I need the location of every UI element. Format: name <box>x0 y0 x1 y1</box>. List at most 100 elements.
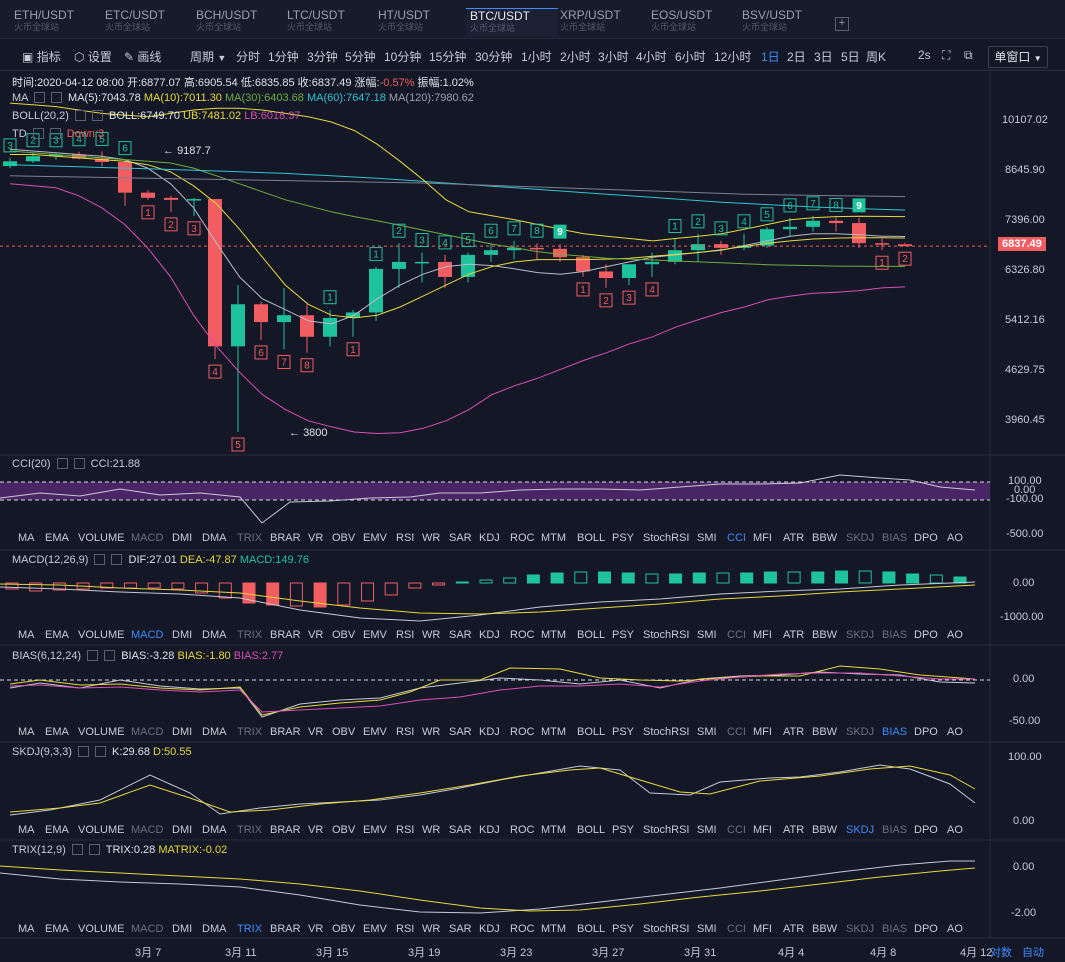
indicator-tab-wr[interactable]: WR <box>422 824 441 836</box>
indicator-tab-dmi[interactable]: DMI <box>172 824 193 836</box>
auto-scale-toggle[interactable]: 自动 <box>1022 947 1044 959</box>
indicator-tab-wr[interactable]: WR <box>422 629 441 641</box>
indicator-tab-volume[interactable]: VOLUME <box>78 824 125 836</box>
close-icon[interactable] <box>50 92 62 103</box>
period-12h[interactable]: 12小时 <box>714 50 752 64</box>
indicator-tab-roc[interactable]: ROC <box>510 726 535 738</box>
indicator-tab-ma[interactable]: MA <box>18 532 35 544</box>
indicator-tab-psy[interactable]: PSY <box>612 532 635 544</box>
indicator-tab-dmi[interactable]: DMI <box>172 726 193 738</box>
fullscreen-icon[interactable]: ⛶ <box>942 48 951 62</box>
indicator-tab-atr[interactable]: ATR <box>783 923 805 935</box>
indicator-tab-mtm[interactable]: MTM <box>541 532 567 544</box>
indicator-tab-roc[interactable]: ROC <box>510 824 535 836</box>
indicator-tab-roc[interactable]: ROC <box>510 532 535 544</box>
indicator-tab-mtm[interactable]: MTM <box>541 629 567 641</box>
period-5min[interactable]: 5分钟 <box>345 50 376 64</box>
indicator-tab-dmi[interactable]: DMI <box>172 532 193 544</box>
indicator-tab-skdj[interactable]: SKDJ <box>846 824 875 836</box>
indicator-tab-trix[interactable]: TRIX <box>237 923 263 935</box>
indicator-tab-stochrsi[interactable]: StochRSI <box>643 824 690 836</box>
indicator-tab-mtm[interactable]: MTM <box>541 824 567 836</box>
indicator-tab-wr[interactable]: WR <box>422 532 441 544</box>
tab-ltc[interactable]: LTC/USDT 火币全球站 <box>287 8 345 32</box>
indicator-tab-macd[interactable]: MACD <box>131 824 164 836</box>
indicator-tab-kdj[interactable]: KDJ <box>479 923 500 935</box>
indicator-tab-cci[interactable]: CCI <box>727 532 746 544</box>
indicator-tab-obv[interactable]: OBV <box>332 726 356 738</box>
indicator-tab-obv[interactable]: OBV <box>332 629 356 641</box>
period-30min[interactable]: 30分钟 <box>475 50 513 64</box>
indicator-tab-macd[interactable]: MACD <box>131 923 164 935</box>
indicator-tab-dmi[interactable]: DMI <box>172 629 193 641</box>
indicator-tab-cci[interactable]: CCI <box>727 923 746 935</box>
indicator-tab-dpo[interactable]: DPO <box>914 629 938 641</box>
refresh-interval[interactable]: 2s <box>918 48 931 62</box>
indicator-tab-rsi[interactable]: RSI <box>396 629 415 641</box>
indicator-tab-dpo[interactable]: DPO <box>914 923 938 935</box>
period-week[interactable]: 周K <box>866 50 887 64</box>
indicator-tab-stochrsi[interactable]: StochRSI <box>643 923 690 935</box>
indicator-tab-vr[interactable]: VR <box>308 923 324 935</box>
settings-icon[interactable] <box>94 554 106 565</box>
indicator-tab-cci[interactable]: CCI <box>727 629 746 641</box>
period-6h[interactable]: 6小时 <box>675 50 706 64</box>
indicator-tab-mfi[interactable]: MFI <box>753 824 772 836</box>
settings-icon[interactable] <box>32 128 44 139</box>
indicator-tab-emv[interactable]: EMV <box>363 532 387 544</box>
indicator-tab-stochrsi[interactable]: StochRSI <box>643 629 690 641</box>
period-1min[interactable]: 1分钟 <box>268 50 299 64</box>
indicator-tab-trix[interactable]: TRIX <box>237 532 263 544</box>
indicator-tab-wr[interactable]: WR <box>422 923 441 935</box>
indicator-tab-ma[interactable]: MA <box>18 923 35 935</box>
indicator-tab-smi[interactable]: SMI <box>697 726 717 738</box>
indicator-tab-smi[interactable]: SMI <box>697 629 717 641</box>
period-5d[interactable]: 5日 <box>841 50 860 64</box>
indicator-tab-sar[interactable]: SAR <box>449 923 472 935</box>
indicator-tab-macd[interactable]: MACD <box>131 726 164 738</box>
indicator-tab-stochrsi[interactable]: StochRSI <box>643 532 690 544</box>
indicator-tab-kdj[interactable]: KDJ <box>479 726 500 738</box>
period-3h[interactable]: 3小时 <box>598 50 629 64</box>
period-3min[interactable]: 3分钟 <box>307 50 338 64</box>
tab-xrp[interactable]: XRP/USDT 火币全球站 <box>560 8 621 32</box>
indicator-tab-trix[interactable]: TRIX <box>237 726 263 738</box>
indicator-tab-dpo[interactable]: DPO <box>914 532 938 544</box>
indicator-tab-mfi[interactable]: MFI <box>753 923 772 935</box>
indicator-tab-sar[interactable]: SAR <box>449 726 472 738</box>
indicator-tab-dpo[interactable]: DPO <box>914 824 938 836</box>
close-icon[interactable] <box>104 650 116 661</box>
indicator-tab-psy[interactable]: PSY <box>612 824 635 836</box>
log-scale-toggle[interactable]: 对数 <box>990 947 1012 959</box>
indicator-tab-brar[interactable]: BRAR <box>270 824 301 836</box>
indicator-tab-vr[interactable]: VR <box>308 532 324 544</box>
indicator-tab-brar[interactable]: BRAR <box>270 629 301 641</box>
indicator-tab-bias[interactable]: BIAS <box>882 824 908 836</box>
close-icon[interactable] <box>111 554 123 565</box>
period-4h[interactable]: 4小时 <box>636 50 667 64</box>
indicator-tab-smi[interactable]: SMI <box>697 532 717 544</box>
close-icon[interactable] <box>49 128 61 139</box>
indicator-tab-mtm[interactable]: MTM <box>541 726 567 738</box>
indicator-tab-boll[interactable]: BOLL <box>577 923 606 935</box>
indicator-tab-rsi[interactable]: RSI <box>396 532 415 544</box>
indicator-tab-bbw[interactable]: BBW <box>812 923 838 935</box>
indicator-tab-mfi[interactable]: MFI <box>753 726 772 738</box>
tab-ht[interactable]: HT/USDT 火币全球站 <box>378 8 430 32</box>
indicator-tab-macd[interactable]: MACD <box>131 532 164 544</box>
indicator-tab-roc[interactable]: ROC <box>510 629 535 641</box>
indicator-tab-brar[interactable]: BRAR <box>270 726 301 738</box>
indicator-tab-emv[interactable]: EMV <box>363 726 387 738</box>
indicator-tab-volume[interactable]: VOLUME <box>78 629 125 641</box>
tab-bch[interactable]: BCH/USDT 火币全球站 <box>196 8 258 32</box>
indicator-tab-psy[interactable]: PSY <box>612 629 635 641</box>
indicator-tab-emv[interactable]: EMV <box>363 824 387 836</box>
period-2h[interactable]: 2小时 <box>560 50 591 64</box>
indicator-tab-wr[interactable]: WR <box>422 726 441 738</box>
tab-btc[interactable]: BTC/USDT 火币全球站 <box>466 8 558 37</box>
indicator-tab-emv[interactable]: EMV <box>363 923 387 935</box>
indicator-tab-mfi[interactable]: MFI <box>753 532 772 544</box>
indicator-tab-ema[interactable]: EMA <box>45 923 69 935</box>
indicator-tab-bbw[interactable]: BBW <box>812 532 838 544</box>
indicator-tab-ao[interactable]: AO <box>947 923 963 935</box>
